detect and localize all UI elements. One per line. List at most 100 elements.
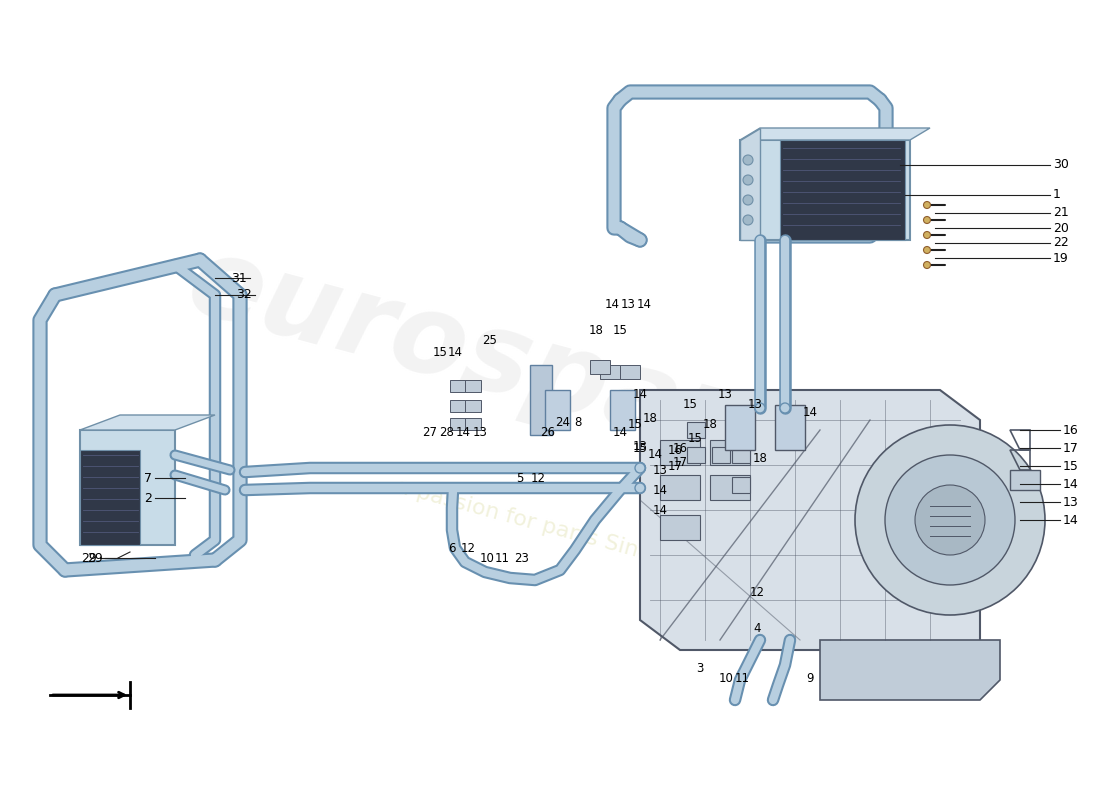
Text: 14: 14 xyxy=(648,449,662,462)
Circle shape xyxy=(755,403,764,413)
Bar xyxy=(712,447,730,463)
Circle shape xyxy=(924,202,931,209)
Bar xyxy=(688,422,705,438)
Text: 14: 14 xyxy=(605,298,619,311)
Text: a passion for parts Since 1985: a passion for parts Since 1985 xyxy=(394,477,726,583)
Text: 14: 14 xyxy=(652,503,668,517)
Bar xyxy=(465,418,481,430)
Text: 14: 14 xyxy=(632,389,648,402)
Text: 14: 14 xyxy=(803,406,817,418)
Polygon shape xyxy=(640,390,980,650)
Text: 30: 30 xyxy=(1053,158,1069,171)
Text: 6: 6 xyxy=(449,542,455,554)
Circle shape xyxy=(742,175,754,185)
Text: 26: 26 xyxy=(540,426,556,438)
Polygon shape xyxy=(80,450,140,545)
Text: 9: 9 xyxy=(806,671,814,685)
Text: 10: 10 xyxy=(718,671,734,685)
Text: 15: 15 xyxy=(432,346,448,358)
Bar xyxy=(450,418,466,430)
Text: 14: 14 xyxy=(637,298,651,311)
Text: 32: 32 xyxy=(236,289,252,302)
Circle shape xyxy=(742,195,754,205)
Bar xyxy=(660,475,700,500)
Text: 21: 21 xyxy=(1053,206,1069,219)
Text: 29: 29 xyxy=(81,551,97,565)
Text: 13: 13 xyxy=(632,439,648,453)
Bar xyxy=(450,380,466,392)
Text: 12: 12 xyxy=(461,542,475,554)
Circle shape xyxy=(924,262,931,269)
Circle shape xyxy=(855,425,1045,615)
Text: 23: 23 xyxy=(515,551,529,565)
Text: 29: 29 xyxy=(87,551,103,565)
Text: 1: 1 xyxy=(1053,189,1060,202)
Text: eurospares: eurospares xyxy=(177,227,883,513)
Text: 12: 12 xyxy=(530,471,546,485)
Circle shape xyxy=(780,403,790,413)
Text: 7: 7 xyxy=(144,471,152,485)
Text: 14: 14 xyxy=(1063,478,1079,490)
Text: 13: 13 xyxy=(717,389,733,402)
Text: 15: 15 xyxy=(628,418,642,431)
Bar xyxy=(732,447,750,463)
Circle shape xyxy=(886,455,1015,585)
Polygon shape xyxy=(820,640,1000,700)
Text: 18: 18 xyxy=(588,323,604,337)
Bar xyxy=(660,440,700,465)
Text: 14: 14 xyxy=(652,483,668,497)
Bar xyxy=(710,475,750,500)
Text: 13: 13 xyxy=(620,298,636,311)
Bar xyxy=(776,405,805,450)
Text: 17: 17 xyxy=(672,455,688,469)
Bar xyxy=(465,380,481,392)
Text: 12: 12 xyxy=(749,586,764,598)
Bar xyxy=(732,477,750,493)
Circle shape xyxy=(924,231,931,238)
Text: 14: 14 xyxy=(448,346,462,358)
Text: 19: 19 xyxy=(1053,251,1069,265)
Text: 25: 25 xyxy=(483,334,497,346)
Polygon shape xyxy=(740,128,930,140)
Text: 24: 24 xyxy=(556,415,571,429)
Text: 15: 15 xyxy=(632,442,648,454)
Text: 16: 16 xyxy=(672,442,688,454)
Polygon shape xyxy=(80,430,175,545)
Bar xyxy=(1010,470,1040,490)
Circle shape xyxy=(924,246,931,254)
Bar xyxy=(660,515,700,540)
Bar xyxy=(725,405,755,450)
Text: 20: 20 xyxy=(1053,222,1069,234)
Bar xyxy=(450,400,466,412)
Text: 15: 15 xyxy=(688,431,703,445)
Bar xyxy=(610,390,635,430)
Bar xyxy=(600,365,620,379)
Text: 8: 8 xyxy=(574,415,582,429)
Bar xyxy=(740,140,910,240)
Text: 10: 10 xyxy=(480,551,494,565)
Text: 4: 4 xyxy=(754,622,761,634)
Circle shape xyxy=(742,215,754,225)
Text: 18: 18 xyxy=(752,451,768,465)
Polygon shape xyxy=(80,415,214,430)
Text: 13: 13 xyxy=(473,426,487,438)
Text: 13: 13 xyxy=(1063,495,1079,509)
Text: 15: 15 xyxy=(613,323,627,337)
Circle shape xyxy=(635,483,645,493)
Text: 2: 2 xyxy=(144,491,152,505)
Circle shape xyxy=(924,217,931,223)
Text: 22: 22 xyxy=(1053,237,1069,250)
Text: 11: 11 xyxy=(735,671,749,685)
Bar xyxy=(465,400,481,412)
Circle shape xyxy=(742,155,754,165)
Text: 17: 17 xyxy=(668,459,682,473)
Text: 13: 13 xyxy=(652,463,668,477)
Text: 28: 28 xyxy=(440,426,454,438)
Text: 14: 14 xyxy=(613,426,627,438)
Text: 27: 27 xyxy=(422,426,438,438)
Circle shape xyxy=(915,485,984,555)
Circle shape xyxy=(635,463,645,473)
Polygon shape xyxy=(740,128,760,240)
Text: 13: 13 xyxy=(748,398,762,411)
Text: 18: 18 xyxy=(703,418,717,431)
